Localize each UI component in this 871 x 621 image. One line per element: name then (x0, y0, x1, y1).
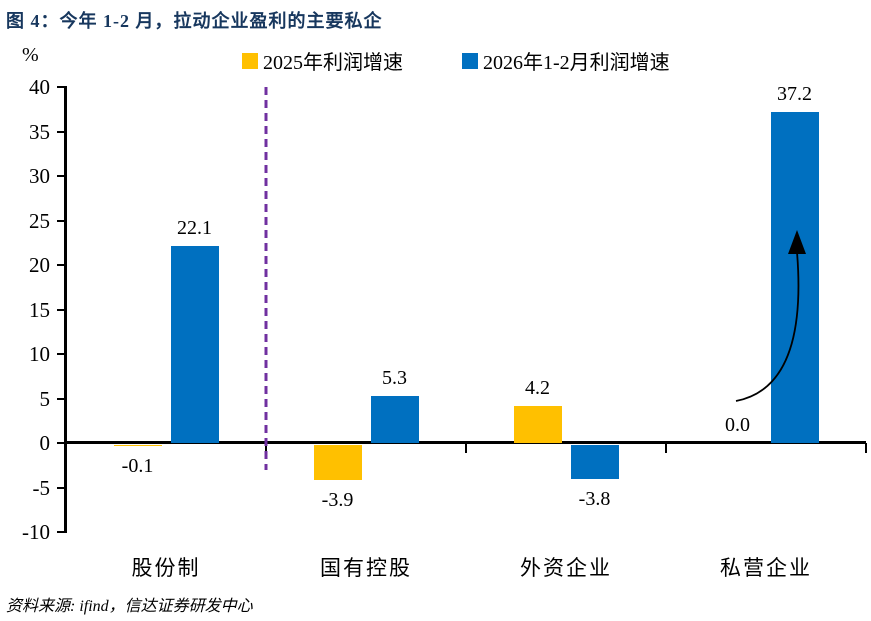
y-tick-mark (57, 353, 66, 355)
bar-value-label: 5.3 (382, 366, 407, 389)
y-tick-label: 25 (29, 208, 50, 233)
bar-2025年利润增速-外资企业 (513, 405, 562, 443)
bar-2025年利润增速-国有控股 (313, 445, 362, 480)
bar-2026年1-2月利润增速-国有控股 (370, 395, 419, 443)
y-tick-mark (57, 219, 66, 222)
y-tick-label: 0 (39, 431, 51, 455)
y-tick-mark (57, 531, 66, 533)
legend-swatch-yellow-icon (242, 52, 258, 69)
bar-2025年利润增速-股份制 (113, 445, 162, 446)
y-tick-label: -5 (32, 475, 51, 500)
bar-2026年1-2月利润增速-股份制 (170, 246, 219, 443)
y-tick-label: 35 (29, 119, 50, 144)
bar-value-label: -3.9 (321, 488, 354, 511)
x-tick-mark (665, 443, 667, 453)
y-tick-mark (57, 175, 66, 177)
legend-item-2025: 2025年利润增速 (242, 46, 403, 75)
y-tick-label: 20 (29, 253, 50, 277)
y-axis-unit-label: % (22, 44, 39, 66)
bar-2026年1-2月利润增速-外资企业 (570, 445, 619, 479)
y-tick-mark (57, 486, 66, 489)
bar-value-label: 22.1 (177, 217, 212, 240)
category-label-国有控股: 国有控股 (320, 556, 412, 580)
legend-label-2026: 2026年1-2月利润增速 (483, 52, 670, 74)
x-axis-line (64, 441, 866, 444)
legend-item-2026: 2026年1-2月利润增速 (462, 46, 670, 75)
legend-label-2025: 2025年利润增速 (263, 52, 403, 74)
x-tick-mark (865, 443, 867, 453)
category-label-股份制: 股份制 (131, 556, 201, 580)
y-tick-mark (57, 130, 66, 133)
y-tick-mark (57, 264, 66, 266)
y-tick-label: 5 (39, 386, 51, 411)
y-tick-label: -10 (22, 520, 50, 544)
legend-swatch-blue-icon (462, 52, 478, 69)
chart-title: 图 4：今年 1-2 月，拉动企业盈利的主要私企 (6, 11, 383, 31)
bar-2026年1-2月利润增速-私营企业 (770, 111, 819, 443)
bar-value-label: 0.0 (725, 414, 750, 436)
y-tick-mark (57, 308, 66, 311)
y-tick-mark (57, 86, 66, 88)
y-tick-mark (57, 442, 66, 444)
category-label-外资企业: 外资企业 (520, 556, 612, 580)
y-tick-label: 15 (29, 297, 50, 322)
category-label-私营企业: 私营企业 (720, 556, 812, 580)
y-tick-label: 30 (29, 164, 50, 188)
y-tick-label: 40 (29, 75, 50, 99)
bar-value-label: -0.1 (121, 454, 154, 477)
x-tick-mark (465, 443, 467, 453)
bar-value-label: 4.2 (525, 376, 550, 399)
source-note: 资料来源: ifind，信达证券研发中心 (6, 598, 253, 615)
x-tick-mark (265, 443, 267, 453)
bar-value-label: 37.2 (777, 82, 812, 105)
y-tick-label: 10 (29, 342, 50, 366)
y-tick-mark (57, 397, 66, 400)
bar-value-label: -3.8 (578, 487, 611, 510)
